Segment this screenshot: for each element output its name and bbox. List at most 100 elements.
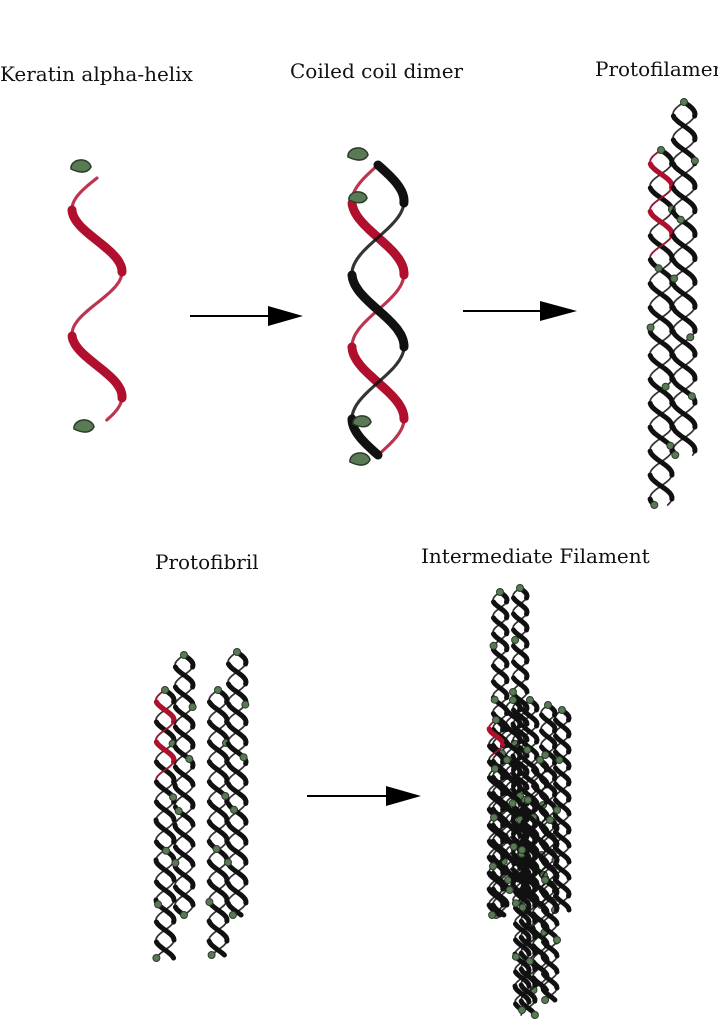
if-fiber-7-strand-b-segment (553, 717, 572, 739)
protofilament-fiber-left-red-strand (647, 149, 675, 256)
if-fiber-10-strand-a-segment (541, 971, 560, 991)
if-fiber-1-green-bump (490, 695, 499, 704)
protofibril-fiber-2-strand-a-segment (174, 706, 194, 728)
if-fiber-12-strand-b-segment (513, 921, 532, 943)
if-fiber-8-strand-a-segment (532, 833, 548, 851)
if-fiber-5-strand-b-segment (521, 739, 540, 761)
protofibril-fiber-4-strand-b (225, 651, 249, 918)
if-fiber-1-strand-a-segment (490, 647, 510, 669)
protofibril-fiber-1-strand-b-segment (153, 939, 177, 961)
protofibril-fiber-1-green-bump (169, 793, 178, 802)
protofibril-fiber-4-strand-b-segment (227, 722, 247, 745)
if-fiber-6-strand-a-segment (540, 714, 556, 732)
if-fiber-10-green-bump (553, 936, 561, 944)
protofibril-fiber-1-strand-a-segment (155, 701, 175, 723)
if-fiber-11-strand-b-segment (498, 799, 517, 821)
protofibril-fiber-1-strand-b-segment (155, 879, 175, 901)
if-fiber-3-green-bump (488, 911, 497, 919)
if-fiber-8-green-bump (536, 756, 544, 764)
if-fiber-1-strand-a-segment (492, 696, 508, 715)
if-fiber-2-strand-a-segment (512, 661, 528, 679)
protofilament-fiber-left-green-bump (646, 323, 655, 332)
protofibril-fiber-4-strand-b-segment (225, 661, 249, 687)
if-fiber-1-strand-b-segment (492, 648, 508, 667)
protofibril-fiber-2-green-bump (171, 859, 180, 867)
if-fiber-11-strand-b-segment (497, 861, 517, 885)
dimer-red-strand-segment (376, 417, 406, 457)
if-fiber-6-green-bump (544, 701, 552, 709)
if-fiber-12-green-bump (511, 899, 520, 908)
protofilament-fiber-left-strand-b-segment (649, 426, 673, 453)
protofilament-fiber-right-strand-b-segment (672, 139, 696, 165)
if-fiber-7-green-bump (553, 806, 562, 814)
protofibril-fiber-1-red-strand-segment (153, 699, 177, 725)
protofibril-fiber-4-strand-b-segment (225, 860, 249, 886)
protofibril-fiber-2-strand-b-segment (174, 766, 194, 786)
protofibril-fiber-4-strand-a-segment (227, 742, 247, 765)
if-fiber-9-strand-b-segment (520, 888, 536, 907)
if-fiber-3-strand-b-segment (488, 776, 504, 795)
if-fiber-2-strand-b-segment (511, 659, 530, 681)
if-fiber-12-strand-a-segment (513, 937, 532, 957)
protofilament-fiber-left-strand-a-segment (647, 233, 675, 263)
if-fiber-9-green-bump (525, 957, 534, 966)
if-fiber-7-strand-a-segment (553, 893, 572, 913)
dimer-cap-top-1 (347, 147, 369, 161)
dimer-black-strand-segment (350, 345, 406, 421)
if-fiber-2-strand-b-segment (512, 645, 528, 663)
protofibril-fiber-4-strand-b-segment (227, 762, 247, 785)
if-fiber-5-strand-a-segment (522, 709, 538, 727)
if-fiber-10-strand-a-segment (542, 861, 558, 879)
if-fiber-10-strand-b-segment (541, 827, 560, 849)
protofibril-fiber-3-strand-b-segment (208, 920, 228, 942)
protofibril-fiber-3-strand-b-segment (208, 800, 228, 823)
if-fiber-9-strand-a-segment (520, 872, 536, 891)
if-fiber-8-strand-a-segment (532, 769, 548, 787)
protofibril-fiber-2-green-bump (180, 651, 188, 659)
if-fiber-10-strand-b-segment (540, 985, 558, 1003)
protofilament-fiber-right-strand-a-segment (672, 115, 696, 141)
dimer-cap-bottom-1 (352, 415, 372, 428)
if-fiber-11-strand-a-segment (498, 847, 517, 867)
protofilament-fiber-right-strand-b-segment (670, 304, 698, 334)
protofilament-fiber-left-red-strand-segment (649, 186, 673, 213)
protofibril-fiber-2-strand-b-segment (172, 704, 196, 730)
protofibril-fiber-3-green-bump (221, 792, 230, 800)
if-fiber-3-strand-b-segment (486, 886, 506, 908)
protofilament-fiber-right-green-bump (686, 333, 695, 342)
if-fiber-3-strand-a-segment (488, 792, 504, 811)
if-fiber-5-strand-b-segment (522, 725, 538, 743)
protofibril-fiber-2-strand-b-segment (172, 664, 196, 690)
if-fiber-6-green-bump (541, 751, 550, 759)
if-fiber-4-strand-a-segment (505, 741, 521, 759)
if-fiber-12 (511, 846, 532, 1014)
if-fiber-12-strand-b-segment (512, 983, 532, 1005)
protofilament-fiber-left-strand-a-segment (649, 210, 673, 237)
protofibril-fiber-4-strand-b-segment (227, 683, 247, 705)
if-fiber-7-green-bump (555, 756, 564, 764)
if-fiber-5-green-bump (523, 746, 532, 754)
if-fiber-1-green-bump (496, 588, 504, 596)
protofibril-fiber-4-strand-a-segment (225, 880, 249, 906)
protofilament-fiber-left-strand-a-segment (647, 329, 675, 358)
protofibril-fiber-4-strand-a-segment (225, 681, 249, 707)
protofibril-fiber-2-strand-a-segment (172, 724, 196, 750)
if-fiber-9-strand-b-segment (520, 825, 536, 843)
if-fiber-4-strand-b-segment (505, 725, 521, 743)
if-fiber-5-strand-b-segment (521, 707, 540, 729)
protofilament-fiber-right-strand-b-segment (672, 378, 696, 404)
if-fiber-7-strand-b-segment (552, 811, 572, 835)
protofilament-fiber-right (670, 98, 699, 459)
protofilament-fiber-right-strand-b-segment (670, 209, 698, 239)
if-fiber-4-strand-a-segment (504, 723, 523, 745)
if-fiber-7-strand-a-segment (553, 733, 572, 755)
dimer-black-strand-segment (373, 160, 409, 208)
protofilament-fiber-right-strand-a-segment (670, 185, 698, 215)
if-fiber-7-strand-b-segment (553, 749, 572, 771)
protofibril-fiber-3-strand-b-segment (206, 858, 230, 884)
protofilament-fiber-left-strand-b-segment (647, 400, 675, 430)
protofilament-fiber-left-strand-a-segment (647, 281, 675, 311)
protofilament-fiber-left-strand-b-segment (649, 378, 673, 405)
protofibril-fiber-4-strand-a-segment (225, 721, 249, 747)
protofilament-fiber-right-strand-a-segment (670, 328, 698, 358)
